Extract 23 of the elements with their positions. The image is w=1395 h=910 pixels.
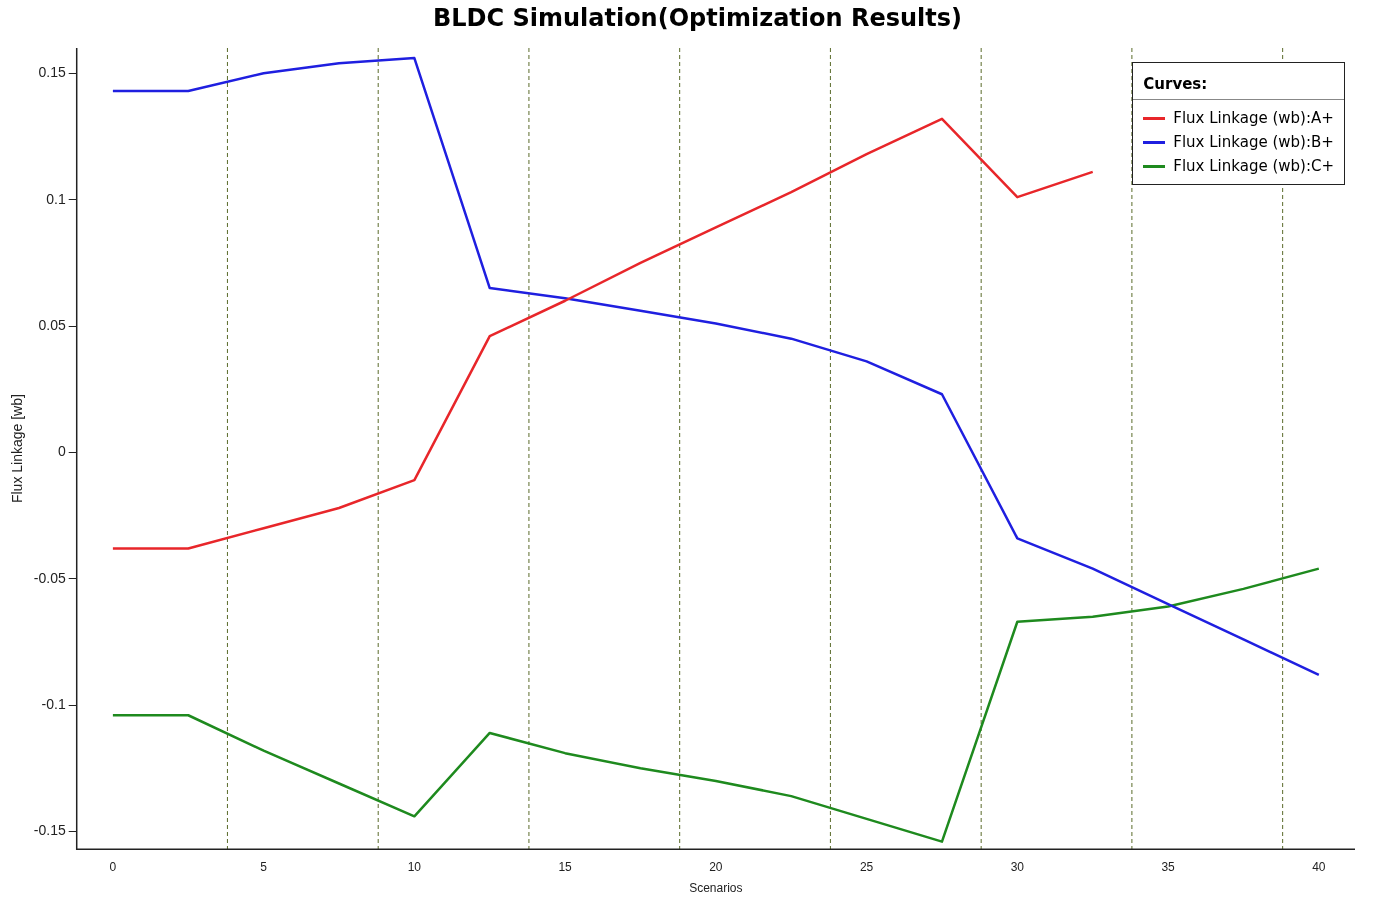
y-tick-label: 0: [57, 443, 66, 460]
x-tick-label: 25: [859, 859, 874, 874]
legend-title: Curves:: [1133, 67, 1344, 100]
x-tick-label: 40: [1312, 859, 1326, 874]
legend-label: Flux Linkage (wb):A+: [1173, 109, 1334, 127]
x-tick-label: 0: [109, 859, 117, 874]
legend-label: Flux Linkage (wb):C+: [1173, 157, 1334, 175]
y-tick-label: 0.05: [38, 316, 66, 333]
y-tick-label: -0.1: [41, 695, 66, 712]
y-tick-label: 0.1: [46, 190, 66, 207]
y-axis-title: Flux Linkage [wb]: [9, 394, 26, 504]
x-tick-label: 10: [407, 859, 422, 874]
y-tick-label: 0.15: [38, 64, 66, 81]
x-tick-label: 20: [709, 859, 723, 874]
y-tick-label: -0.15: [33, 822, 66, 839]
x-tick-label: 35: [1161, 859, 1176, 874]
x-tick-label: 15: [558, 859, 573, 874]
chart-title: BLDC Simulation(Optimization Results): [431, 4, 964, 32]
x-tick-label: 30: [1010, 859, 1025, 874]
legend-label: Flux Linkage (wb):B+: [1173, 133, 1334, 151]
x-tick-label: 5: [260, 859, 268, 874]
x-axis-title: Scenarios: [689, 881, 743, 896]
y-tick-label: -0.05: [33, 569, 66, 586]
